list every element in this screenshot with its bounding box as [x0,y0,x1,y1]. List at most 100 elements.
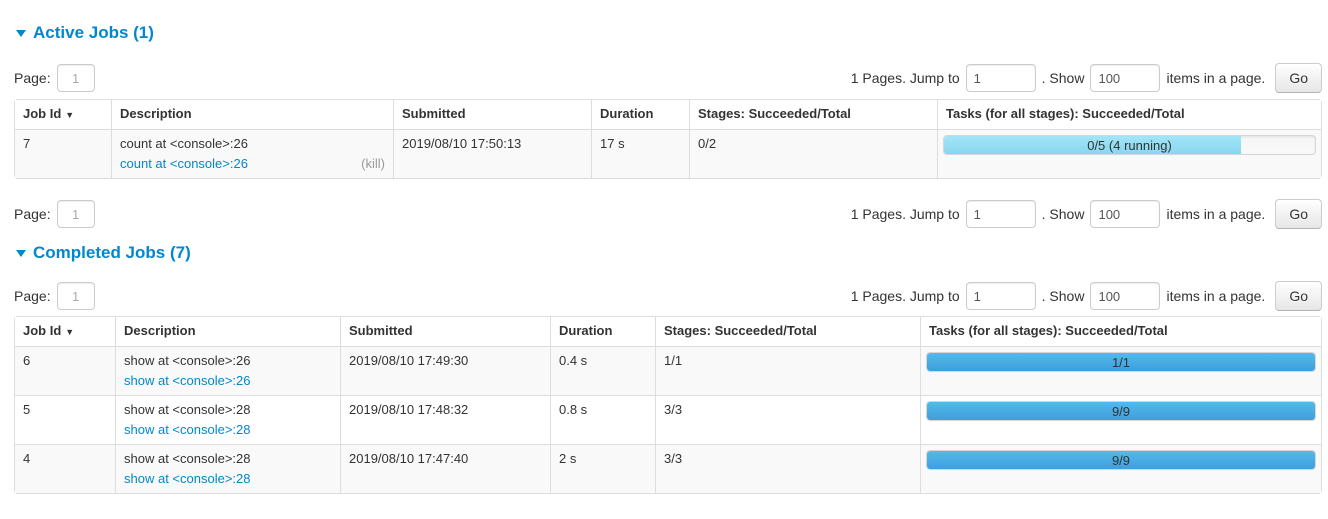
completed-jobs-header[interactable]: Completed Jobs (7) [16,243,1322,263]
tasks-cell: 9/9 [920,444,1321,493]
items-per-page-input[interactable] [1090,200,1161,228]
sort-desc-icon: ▼ [65,110,75,120]
col-header-tasks[interactable]: Tasks (for all stages): Succeeded/Total [937,100,1321,129]
completed-job-row: 6 show at <console>:26 show at <console>… [15,346,1321,395]
page-label: Page: [14,206,51,222]
tasks-progress-bar: 9/9 [926,401,1316,421]
duration-cell: 17 s [591,129,689,178]
pages-info: 1 Pages. Jump to [850,70,960,86]
job-id-cell: 6 [15,346,115,395]
duration-cell: 2 s [550,444,655,493]
tasks-progress-bar: 9/9 [926,450,1316,470]
page-label: Page: [14,288,51,304]
tasks-progress-bar: 0/5 (4 running) [943,135,1316,155]
stages-cell: 0/2 [689,129,937,178]
pages-info: 1 Pages. Jump to [850,206,960,222]
table-header-row: Job Id ▼ Description Submitted Duration S… [15,100,1321,129]
jump-to-page-input[interactable] [965,282,1036,310]
page-number-input[interactable] [56,200,95,228]
submitted-cell: 2019/08/10 17:49:30 [340,346,550,395]
duration-cell: 0.8 s [550,395,655,444]
active-jobs-title: Active Jobs (1) [33,23,154,42]
progress-label: 0/5 (4 running) [1087,138,1172,153]
items-per-page-input[interactable] [1090,282,1161,310]
items-label: items in a page. [1166,288,1266,304]
completed-job-row: 5 show at <console>:28 show at <console>… [15,395,1321,444]
page-number-input[interactable] [56,64,95,92]
col-header-submitted[interactable]: Submitted [340,317,550,346]
stages-cell: 3/3 [655,395,920,444]
go-button[interactable]: Go [1275,63,1322,93]
go-button[interactable]: Go [1275,199,1322,229]
submitted-cell: 2019/08/10 17:47:40 [340,444,550,493]
job-detail-link[interactable]: show at <console>:28 [124,422,251,437]
page-number-input[interactable] [56,282,95,310]
job-detail-link[interactable]: show at <console>:26 [124,373,251,388]
job-detail-link[interactable]: count at <console>:26 [120,156,248,171]
tasks-cell: 9/9 [920,395,1321,444]
description-cell: show at <console>:28 show at <console>:2… [115,444,340,493]
stages-cell: 3/3 [655,444,920,493]
col-header-stages[interactable]: Stages: Succeeded/Total [655,317,920,346]
stages-cell: 1/1 [655,346,920,395]
sort-desc-icon: ▼ [65,327,75,337]
job-description: show at <console>:28 [124,402,251,417]
page-label: Page: [14,70,51,86]
completed-pagination-top: Page: 1 Pages. Jump to . Show items in a… [14,281,1322,311]
col-header-duration[interactable]: Duration [591,100,689,129]
progress-label: 9/9 [1111,453,1131,468]
tasks-cell: 0/5 (4 running) [937,129,1321,178]
jump-to-page-input[interactable] [965,64,1036,92]
job-id-cell: 5 [15,395,115,444]
description-cell: show at <console>:28 show at <console>:2… [115,395,340,444]
job-description: show at <console>:28 [124,451,251,466]
show-label: . Show [1041,288,1085,304]
tasks-cell: 1/1 [920,346,1321,395]
active-job-row: 7 count at <console>:26 count at <consol… [15,129,1321,178]
items-per-page-input[interactable] [1090,64,1161,92]
progress-label: 1/1 [1111,355,1131,370]
jump-to-page-input[interactable] [965,200,1036,228]
kill-job-link[interactable]: (kill) [361,156,385,171]
col-header-submitted[interactable]: Submitted [393,100,591,129]
duration-cell: 0.4 s [550,346,655,395]
completed-jobs-title: Completed Jobs (7) [33,243,191,262]
col-header-tasks[interactable]: Tasks (for all stages): Succeeded/Total [920,317,1321,346]
col-header-duration[interactable]: Duration [550,317,655,346]
table-header-row: Job Id ▼ Description Submitted Duration S… [15,317,1321,346]
active-pagination-bottom: Page: 1 Pages. Jump to . Show items in a… [14,199,1322,229]
submitted-cell: 2019/08/10 17:50:13 [393,129,591,178]
active-pagination-top: Page: 1 Pages. Jump to . Show items in a… [14,63,1322,93]
description-cell: show at <console>:26 show at <console>:2… [115,346,340,395]
active-jobs-table: Job Id ▼ Description Submitted Duration S… [14,99,1322,179]
collapse-arrow-icon [16,249,26,257]
description-cell: count at <console>:26 count at <console>… [111,129,393,178]
completed-job-row: 4 show at <console>:28 show at <console>… [15,444,1321,493]
col-header-job-id[interactable]: Job Id ▼ [15,100,111,129]
progress-fill [927,353,1315,371]
submitted-cell: 2019/08/10 17:48:32 [340,395,550,444]
col-header-stages[interactable]: Stages: Succeeded/Total [689,100,937,129]
job-id-cell: 4 [15,444,115,493]
show-label: . Show [1041,206,1085,222]
pages-info: 1 Pages. Jump to [850,288,960,304]
completed-jobs-table: Job Id ▼ Description Submitted Duration S… [14,316,1322,494]
progress-fill [927,402,1315,420]
go-button[interactable]: Go [1275,281,1322,311]
items-label: items in a page. [1166,70,1266,86]
progress-label: 9/9 [1111,404,1131,419]
col-header-job-id[interactable]: Job Id ▼ [15,317,115,346]
job-description: count at <console>:26 [120,136,248,151]
col-header-description[interactable]: Description [115,317,340,346]
job-detail-link[interactable]: show at <console>:28 [124,471,251,486]
col-header-description[interactable]: Description [111,100,393,129]
active-jobs-header[interactable]: Active Jobs (1) [16,23,1322,43]
items-label: items in a page. [1166,206,1266,222]
job-description: show at <console>:26 [124,353,251,368]
progress-fill [927,451,1315,469]
show-label: . Show [1041,70,1085,86]
jobs-page: Active Jobs (1) Page: 1 Pages. Jump to .… [0,23,1328,494]
collapse-arrow-icon [16,29,26,37]
job-id-cell: 7 [15,129,111,178]
tasks-progress-bar: 1/1 [926,352,1316,372]
